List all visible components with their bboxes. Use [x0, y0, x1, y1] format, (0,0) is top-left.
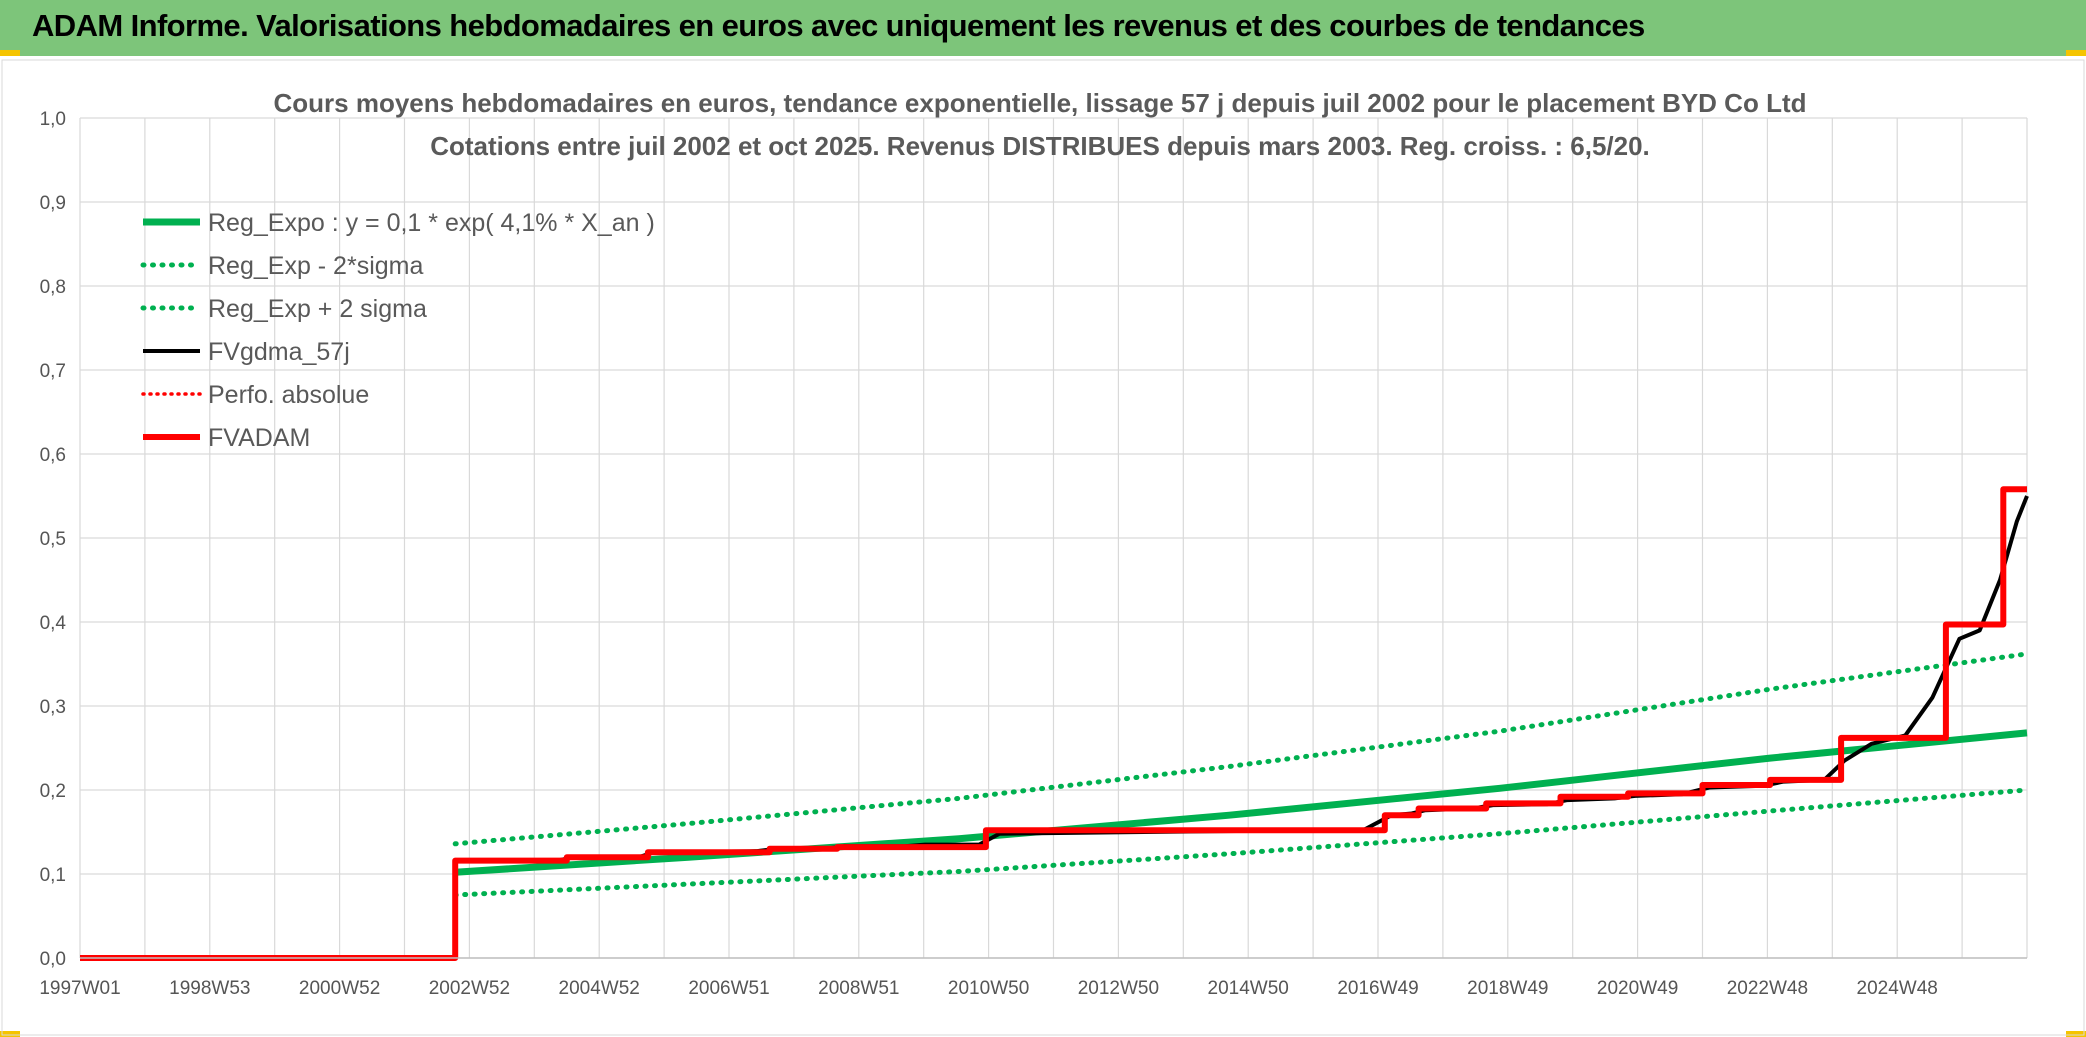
- y-tick-label: 0,1: [40, 865, 66, 886]
- y-tick-label: 0,2: [40, 781, 66, 802]
- legend-label-reg-exp-minus-2sigma: Reg_Exp - 2*sigma: [208, 252, 423, 280]
- corner-marker: [0, 1031, 20, 1037]
- corner-marker: [2066, 50, 2086, 56]
- x-tick-label: 2002W52: [429, 978, 510, 999]
- x-tick-label: 2012W50: [1078, 978, 1159, 999]
- y-tick-label: 0,8: [40, 277, 66, 298]
- x-tick-label: 2010W50: [948, 978, 1029, 999]
- series-lines: [80, 486, 2030, 961]
- legend-label-reg-expo: Reg_Expo : y = 0,1 * exp( 4,1% * X_an ): [208, 209, 655, 237]
- x-tick-label: 2024W48: [1857, 978, 1938, 999]
- chart-area-border: [1, 59, 2085, 1036]
- y-tick-label: 0,4: [40, 613, 67, 634]
- legend-label-reg-exp-plus-2sigma: Reg_Exp + 2 sigma: [208, 295, 427, 323]
- series-line-reg-expo: [454, 729, 2028, 876]
- y-tick-label: 0,5: [40, 529, 66, 550]
- x-tick-label: 2000W52: [299, 978, 380, 999]
- report-banner: ADAM Informe. Valorisations hebdomadaire…: [0, 0, 2086, 56]
- y-tick-label: 0,9: [40, 193, 66, 214]
- x-tick-label: 2020W49: [1597, 978, 1678, 999]
- corner-marker: [2066, 1031, 2086, 1037]
- report-title: ADAM Informe. Valorisations hebdomadaire…: [32, 8, 1645, 43]
- x-tick-label: 2016W49: [1337, 978, 1418, 999]
- chart-title: Cours moyens hebdomadaires en euros, ten…: [274, 88, 1807, 118]
- series-line-fvadam: [80, 486, 2027, 961]
- legend-label-fvadam: FVADAM: [208, 424, 310, 452]
- x-tick-label: 2022W48: [1727, 978, 1808, 999]
- x-tick-label: 2008W51: [818, 978, 899, 999]
- x-tick-label: 2004W52: [559, 978, 640, 999]
- y-tick-label: 0,6: [40, 445, 66, 466]
- chart-subtitle: Cotations entre juil 2002 et oct 2025. R…: [430, 131, 1650, 161]
- y-tick-label: 1,0: [40, 109, 66, 130]
- chart-legend: Reg_Expo : y = 0,1 * exp( 4,1% * X_an ) R…: [140, 209, 655, 452]
- legend-label-fvgdma-57j: FVgdma_57j: [208, 338, 350, 366]
- corner-marker: [0, 50, 20, 56]
- series-line-reg-exp-minus-2sigma: [452, 787, 2030, 898]
- x-tick-label: 1998W53: [169, 978, 250, 999]
- x-tick-label: 1997W01: [39, 978, 120, 999]
- series-line-reg-exp-plus-2sigma: [452, 651, 2030, 847]
- y-tick-label: 0,7: [40, 361, 66, 382]
- axes: 0,0 0,1 0,2 0,3 0,4 0,5 0,6 0,7 0,8 0,9 1,0 1997W01…: [39, 109, 2027, 999]
- x-tick-label: 2006W51: [688, 978, 769, 999]
- x-tick-label: 2014W50: [1208, 978, 1289, 999]
- legend-label-perfo-absolue: Perfo. absolue: [208, 381, 369, 409]
- y-tick-label: 0,0: [40, 949, 66, 970]
- x-tick-label: 2018W49: [1467, 978, 1548, 999]
- y-tick-label: 0,3: [40, 697, 66, 718]
